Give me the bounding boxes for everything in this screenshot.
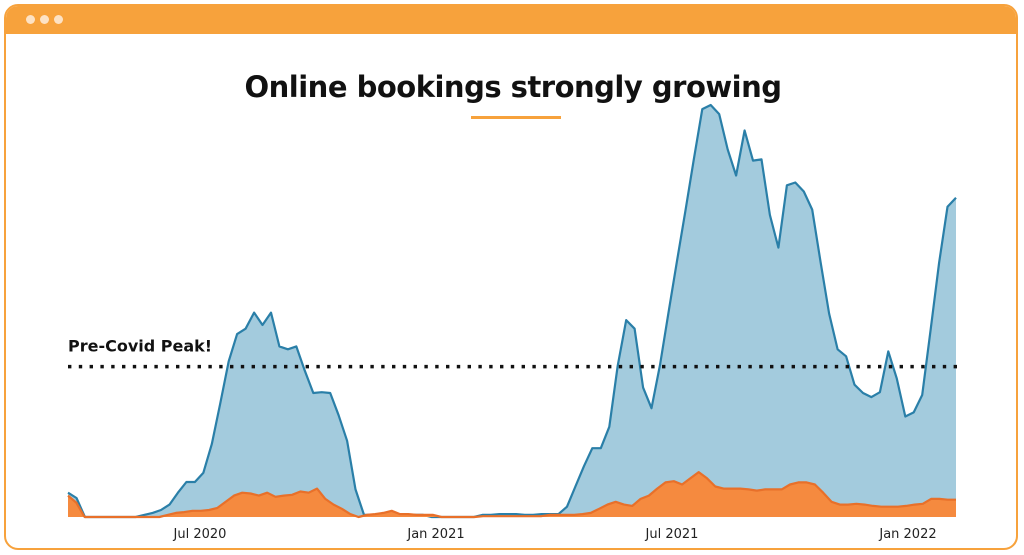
- window-dot-icon[interactable]: [54, 15, 63, 24]
- x-tick-label: Jul 2020: [173, 527, 227, 542]
- series-2-area: [68, 472, 956, 517]
- series-2-line: [67, 471, 956, 519]
- reference-line-label: Pre-Covid Peak!: [68, 337, 212, 356]
- x-tick-label: Jul 2021: [645, 527, 699, 542]
- chart-areas: [67, 103, 957, 519]
- window-dot-icon[interactable]: [40, 15, 49, 24]
- series-1-line: [67, 103, 957, 519]
- browser-window: Online bookings strongly growing: [4, 4, 1018, 550]
- reference-line-group: Pre-Covid Peak!: [68, 337, 958, 369]
- window-dot-icon[interactable]: [26, 15, 35, 24]
- window-titlebar: [6, 6, 1016, 34]
- x-tick-label: Jan 2022: [878, 527, 936, 542]
- series-1-area: [68, 105, 956, 517]
- title-underline: [471, 116, 561, 119]
- chart-title: Online bookings strongly growing: [244, 70, 783, 104]
- x-tick-label: Jan 2021: [406, 527, 464, 542]
- x-axis-ticks: Jul 2020 Jan 2021 Jul 2021 Jan 2022: [173, 527, 937, 542]
